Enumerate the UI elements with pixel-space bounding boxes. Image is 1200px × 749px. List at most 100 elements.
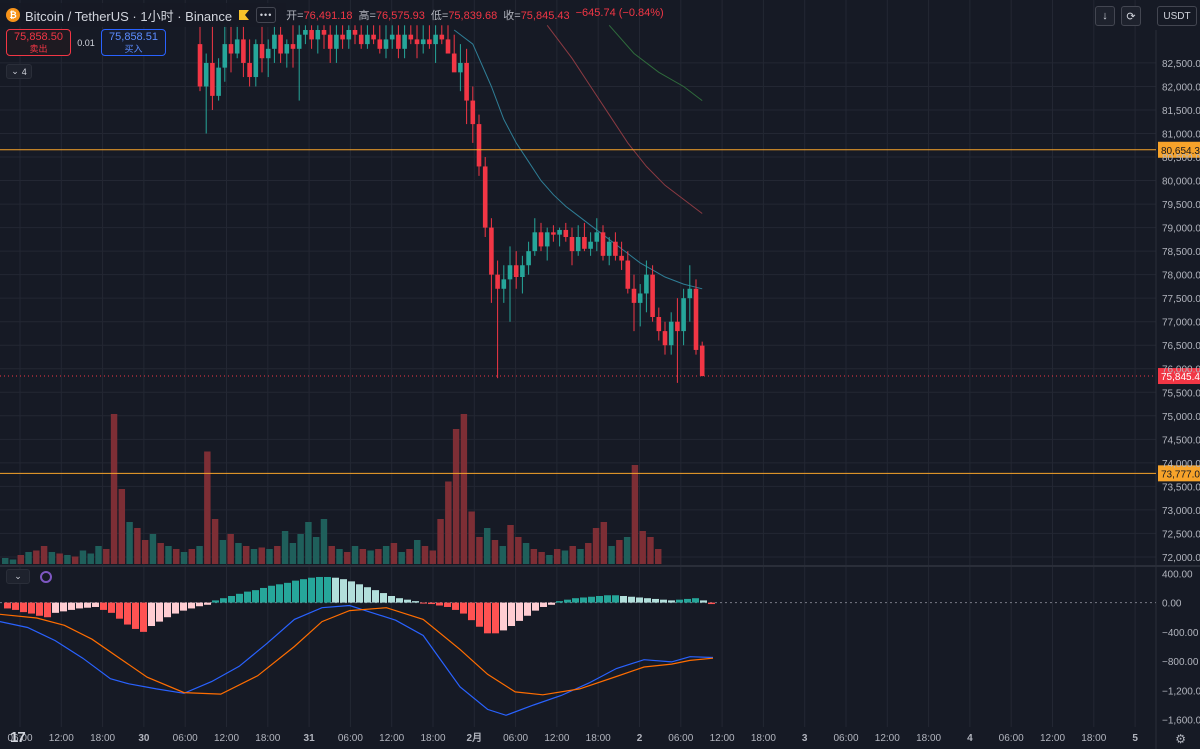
price-axis-label: 74,000.00: [1162, 459, 1200, 470]
open-label: 开=: [286, 10, 304, 22]
time-axis-label: 12:00: [544, 733, 569, 744]
symbol-box[interactable]: ₿ Bitcoin / TetherUS · 1小时 · Binance •••: [0, 3, 287, 27]
candle-body: [216, 67, 221, 96]
price-axis-label: 73,500.00: [1162, 482, 1200, 493]
candle-body: [296, 34, 302, 49]
macd-histogram-bar: [364, 587, 371, 603]
volume-bar: [103, 549, 110, 564]
macd-histogram-bar: [660, 599, 667, 603]
indicator-status-icon[interactable]: [40, 570, 52, 583]
macd-histogram-bar: [412, 601, 419, 603]
macd-histogram-bar: [4, 602, 11, 609]
indicators-collapse-button[interactable]: ⌄ 4: [6, 64, 32, 79]
macd-histogram-bar: [332, 577, 339, 603]
volume-bar: [149, 534, 157, 564]
macd-histogram-bar: [492, 602, 499, 634]
macd-histogram-bar: [276, 584, 283, 603]
macd-axis-label: −800.00: [1162, 657, 1199, 668]
sell-label: 卖出: [29, 43, 48, 54]
candle-body: [619, 255, 624, 261]
volume-bar: [56, 553, 63, 564]
price-axis-label: 81,000.00: [1162, 130, 1200, 141]
symbol-title[interactable]: Bitcoin / TetherUS · 1小时 · Binance: [25, 8, 233, 24]
time-axis-label: 2月: [467, 732, 483, 744]
volume-bars: [2, 414, 662, 564]
open-value: 76,491.18: [303, 10, 353, 22]
candle-body: [321, 30, 327, 35]
macd-histogram-bar: [28, 602, 35, 614]
candle-body: [278, 34, 283, 54]
trade-buttons: 75,858.50 卖出 0.01 75,858.51 买入: [6, 29, 166, 56]
volume-bar: [33, 550, 40, 564]
macd-histogram-bar: [636, 597, 643, 603]
macd-histogram-bar: [348, 581, 355, 603]
time-axis-label: 06:00: [338, 733, 363, 744]
macd-histogram-bar: [500, 602, 507, 631]
macd-histogram-bar: [356, 584, 363, 603]
candle-body: [681, 298, 686, 332]
refresh-icon: ⟳: [1126, 10, 1136, 23]
level-label: 80,654.3: [1161, 146, 1200, 157]
macd-histogram-bar: [12, 602, 19, 610]
volume-bar: [289, 543, 297, 564]
level-label-bg: [1158, 465, 1200, 482]
buy-price: 75,858.51: [109, 30, 158, 43]
candle-body: [420, 39, 426, 45]
volume-bar: [110, 414, 118, 564]
more-options-icon[interactable]: •••: [256, 7, 277, 23]
volume-bar: [17, 555, 24, 564]
volume-bar: [141, 540, 149, 564]
time-axis-label: 3: [802, 733, 808, 744]
sell-button[interactable]: 75,858.50 卖出: [6, 29, 71, 56]
low-value: 75,839.68: [448, 10, 498, 22]
macd-axis-label: −1,200.00: [1162, 686, 1200, 697]
download-button[interactable]: ↓: [1095, 6, 1115, 26]
time-axis-label: 12:00: [875, 733, 900, 744]
time-axis-label: 06:00: [668, 733, 693, 744]
settings-icon[interactable]: ⚙: [1175, 732, 1186, 746]
macd-histogram-bar: [316, 576, 323, 603]
time-axis-label: 4: [967, 733, 973, 744]
candle-body: [396, 34, 401, 49]
candle-body: [538, 232, 544, 247]
buy-button[interactable]: 75,858.51 买入: [101, 29, 166, 56]
volume-bar: [71, 556, 79, 564]
volume-bar: [515, 537, 522, 564]
refresh-button[interactable]: ⟳: [1121, 6, 1141, 26]
buy-label: 买入: [124, 43, 143, 54]
currency-selector[interactable]: USDT: [1157, 6, 1197, 26]
macd-histogram-bar: [36, 602, 43, 616]
candle-body: [303, 30, 308, 35]
candle-body: [414, 39, 420, 45]
indicator-count: 4: [21, 66, 27, 77]
price-axis-label: 80,500.00: [1162, 153, 1200, 164]
tradingview-logo[interactable]: 17: [10, 729, 26, 746]
time-axis-label: 06:00: [7, 733, 32, 744]
volume-bar: [250, 549, 258, 564]
macd-collapse-button[interactable]: ⌄: [6, 569, 30, 584]
macd-axis-label: 0.00: [1162, 599, 1182, 610]
candle-body: [489, 227, 494, 275]
macd-histogram-bar: [100, 602, 107, 610]
candle-body: [315, 30, 321, 40]
macd-histogram-bar: [564, 599, 571, 603]
time-axis-label: 2: [637, 733, 643, 744]
macd-histogram-bar: [676, 599, 683, 603]
volume-bar: [655, 549, 662, 564]
macd-histogram-bar: [52, 602, 59, 613]
low-label: 低=: [430, 10, 449, 22]
candle-body: [675, 321, 680, 332]
macd-histogram-bar: [556, 601, 563, 603]
price-axis-label: 75,000.00: [1162, 412, 1200, 423]
moving-average-line: [546, 24, 703, 214]
macd-histogram-bar: [540, 602, 547, 607]
volume-bar: [266, 549, 273, 564]
candle-body: [358, 34, 364, 45]
candle-body: [210, 62, 215, 96]
candle-body: [594, 232, 600, 242]
candle-body: [445, 39, 451, 54]
volume-bar: [491, 540, 499, 564]
volume-bar: [242, 546, 250, 564]
macd-histogram-bar: [524, 602, 531, 616]
